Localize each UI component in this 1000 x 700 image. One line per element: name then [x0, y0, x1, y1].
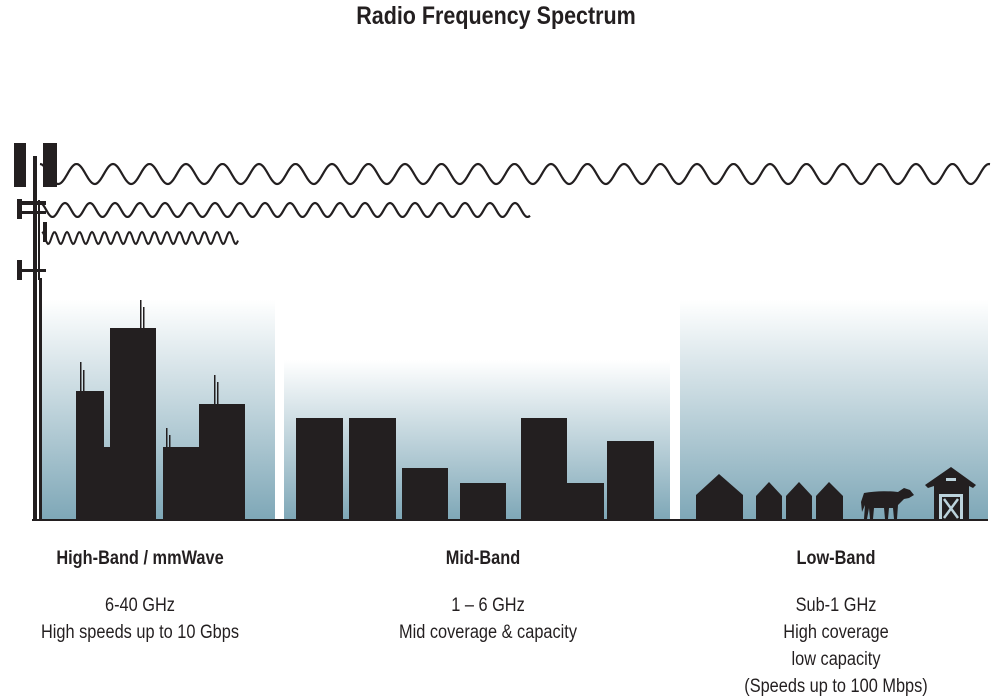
band-desc-line: Mid coverage & capacity [398, 622, 578, 643]
band-desc-line: (Speeds up to 100 Mbps) [744, 676, 928, 697]
house-icon [696, 474, 743, 520]
low-band-scene [696, 467, 976, 520]
band-desc-line: 6-40 GHz [105, 595, 175, 616]
band-desc-mid: 1 – 6 GHz Mid coverage & capacity [399, 592, 577, 646]
band-desc-line: High coverage [783, 622, 889, 643]
cow-icon [861, 488, 914, 519]
house-icon [786, 482, 812, 520]
house-icon [816, 482, 843, 520]
high-band-wave [41, 230, 239, 246]
mid-band-buildings [296, 418, 654, 520]
page-title: Radio Frequency Spectrum [356, 2, 636, 30]
band-desc-low: Sub-1 GHz High coverage low capacity (Sp… [744, 592, 927, 700]
high-band-buildings [76, 300, 245, 520]
band-desc-line: High speeds up to 10 Gbps [40, 622, 240, 643]
low-band-wave [39, 162, 991, 186]
cell-tower-icon [14, 143, 57, 520]
band-label-mid: Mid-Band [445, 548, 521, 569]
band-desc-high: 6-40 GHz High speeds up to 10 Gbps [41, 592, 239, 646]
mid-band-wave [39, 201, 531, 219]
band-desc-line: low capacity [791, 649, 881, 670]
house-icon [756, 482, 782, 520]
band-label-high: High-Band / mmWave [56, 548, 224, 569]
band-desc-line: 1 – 6 GHz [451, 595, 525, 616]
band-label-low: Low-Band [796, 548, 876, 569]
band-desc-line: Sub-1 GHz [795, 595, 877, 616]
ground-line [32, 519, 988, 521]
barn-icon [925, 467, 976, 520]
